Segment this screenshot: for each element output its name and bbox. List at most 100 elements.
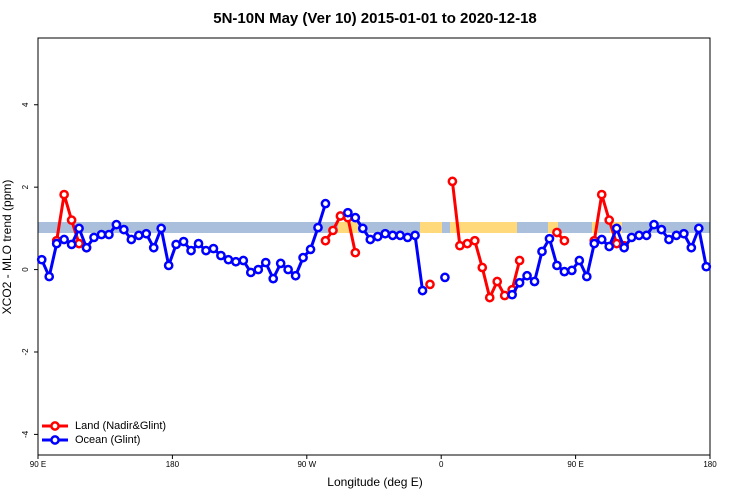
- data-point: [51, 238, 62, 249]
- data-point: [320, 198, 331, 209]
- data-point: [104, 229, 114, 240]
- data-point: [499, 290, 510, 301]
- data-point: [559, 235, 570, 246]
- data-point: [380, 228, 391, 239]
- x-tick-label: 180: [166, 460, 180, 469]
- data-point: [462, 238, 473, 249]
- x-tick-label: 90 W: [297, 460, 316, 469]
- data-point: [387, 230, 398, 241]
- y-tick-label: 4: [21, 102, 30, 107]
- data-point: [484, 292, 495, 303]
- data-point: [141, 228, 152, 239]
- data-point: [126, 234, 137, 245]
- data-point: [74, 238, 84, 249]
- data-point: [619, 242, 629, 253]
- plot-frame: [37, 37, 711, 456]
- data-point: [604, 215, 615, 225]
- ocean-strip: [38, 222, 710, 233]
- data-point: [581, 271, 592, 282]
- data-point: [350, 247, 361, 258]
- y-tick-label: -4: [21, 430, 30, 438]
- data-point: [596, 234, 607, 245]
- data-point: [156, 223, 167, 234]
- y-axis-label: XCO2 - MLO trend (ppm): [0, 180, 14, 315]
- data-point: [96, 229, 107, 240]
- data-point: [611, 223, 622, 234]
- data-point: [559, 266, 570, 277]
- data-point: [238, 255, 249, 266]
- data-point: [290, 270, 301, 281]
- data-point: [365, 234, 376, 245]
- data-point: [626, 232, 637, 243]
- y-tick-label: -2: [21, 348, 30, 356]
- data-point: [350, 212, 361, 223]
- data-point: [89, 232, 99, 243]
- land-strip: [338, 222, 358, 233]
- data-point: [425, 279, 435, 290]
- data-point: [372, 231, 383, 242]
- data-point: [171, 239, 181, 250]
- data-point: [44, 271, 55, 282]
- data-point: [59, 189, 69, 200]
- data-point: [133, 230, 144, 241]
- data-point: [283, 264, 293, 275]
- data-point: [163, 260, 174, 271]
- data-point: [81, 242, 92, 253]
- data-point: [440, 272, 450, 283]
- data-point: [260, 257, 271, 268]
- data-point: [216, 250, 226, 261]
- data-point: [656, 224, 667, 235]
- data-point: [66, 215, 77, 225]
- data-point: [66, 239, 77, 250]
- data-point: [36, 254, 47, 265]
- data-point: [186, 245, 196, 256]
- data-point: [469, 235, 480, 246]
- data-point: [634, 230, 644, 241]
- data-point: [686, 242, 697, 253]
- data-point: [552, 227, 562, 238]
- data-point: [477, 262, 488, 273]
- data-point: [507, 289, 517, 300]
- data-point: [111, 219, 122, 230]
- land-strip: [420, 222, 442, 233]
- data-point: [641, 230, 652, 241]
- data-point: [664, 234, 674, 245]
- data-point: [231, 256, 241, 267]
- data-point: [402, 232, 413, 243]
- data-point: [328, 225, 338, 236]
- data-point: [223, 254, 234, 265]
- data-point: [492, 276, 503, 287]
- data-point: [335, 211, 346, 221]
- data-point: [447, 176, 458, 187]
- data-point: [417, 285, 428, 296]
- data-point: [313, 222, 323, 233]
- data-point: [148, 242, 159, 253]
- data-point: [552, 260, 562, 271]
- data-point: [529, 276, 540, 287]
- legend-marker: [50, 435, 60, 445]
- data-point: [268, 273, 279, 284]
- data-point: [320, 235, 331, 246]
- data-point: [522, 270, 532, 281]
- data-point: [253, 264, 264, 275]
- data-point: [693, 223, 704, 234]
- chart-title: 5N-10N May (Ver 10) 2015-01-01 to 2020-1…: [213, 10, 537, 27]
- data-point: [589, 238, 600, 249]
- data-point: [544, 233, 555, 244]
- land-strip: [450, 222, 517, 233]
- data-point: [208, 243, 219, 254]
- x-tick-label: 90 E: [567, 460, 583, 469]
- data-point: [193, 238, 204, 249]
- data-point: [701, 261, 712, 272]
- data-point: [343, 207, 353, 218]
- data-point: [178, 236, 189, 247]
- data-point: [611, 238, 622, 249]
- legend-marker: [50, 421, 60, 431]
- data-point: [514, 255, 525, 266]
- data-point: [245, 267, 256, 278]
- data-point: [455, 240, 465, 251]
- data-point: [410, 230, 420, 241]
- data-point: [357, 223, 368, 234]
- data-point: [537, 246, 547, 257]
